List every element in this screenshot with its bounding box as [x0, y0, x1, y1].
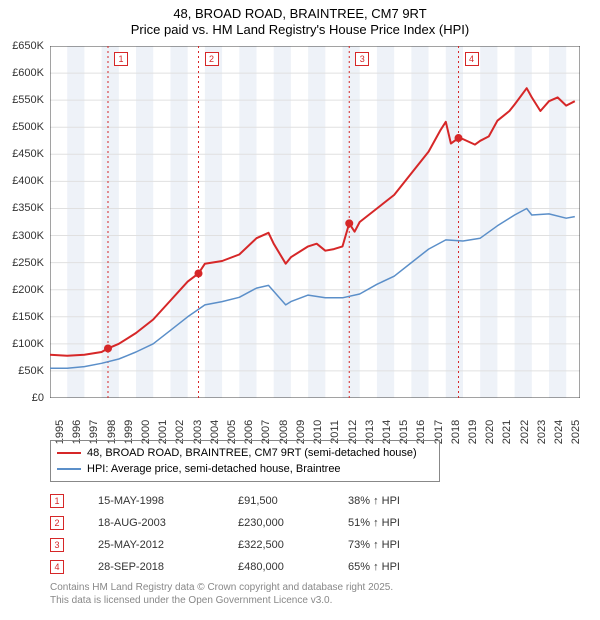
sale-index-box: 2: [50, 516, 64, 530]
sale-delta: 38% ↑ HPI: [348, 495, 468, 507]
sale-marker-1: 1: [114, 52, 128, 66]
legend-item: 48, BROAD ROAD, BRAINTREE, CM7 9RT (semi…: [57, 445, 433, 461]
y-tick: £0: [32, 392, 44, 404]
sale-delta: 51% ↑ HPI: [348, 517, 468, 529]
sale-row: 2 18-AUG-2003 £230,000 51% ↑ HPI: [50, 512, 550, 534]
y-tick: £200K: [12, 284, 44, 296]
x-tick: 2025: [570, 420, 582, 444]
title-line-2: Price paid vs. HM Land Registry's House …: [0, 22, 600, 38]
sale-index-box: 1: [50, 494, 64, 508]
sale-delta: 65% ↑ HPI: [348, 561, 468, 573]
sale-index-box: 4: [50, 560, 64, 574]
sale-marker-3: 3: [355, 52, 369, 66]
footer: Contains HM Land Registry data © Crown c…: [50, 582, 570, 607]
legend-swatch: [57, 468, 81, 470]
legend: 48, BROAD ROAD, BRAINTREE, CM7 9RT (semi…: [50, 440, 440, 482]
sale-price: £91,500: [238, 495, 338, 507]
sale-row: 4 28-SEP-2018 £480,000 65% ↑ HPI: [50, 556, 550, 578]
sale-marker-2: 2: [205, 52, 219, 66]
sale-row: 3 25-MAY-2012 £322,500 73% ↑ HPI: [50, 534, 550, 556]
legend-label: 48, BROAD ROAD, BRAINTREE, CM7 9RT (semi…: [87, 447, 417, 459]
legend-item: HPI: Average price, semi-detached house,…: [57, 461, 433, 477]
sale-index-box: 3: [50, 538, 64, 552]
x-tick: 2023: [536, 420, 548, 444]
chart-container: 48, BROAD ROAD, BRAINTREE, CM7 9RT Price…: [0, 0, 600, 620]
x-tick: 2019: [467, 420, 479, 444]
y-tick: £650K: [12, 40, 44, 52]
y-tick: £600K: [12, 67, 44, 79]
y-tick: £250K: [12, 257, 44, 269]
sale-date: 15-MAY-1998: [98, 495, 228, 507]
sale-row: 1 15-MAY-1998 £91,500 38% ↑ HPI: [50, 490, 550, 512]
sale-price: £480,000: [238, 561, 338, 573]
y-tick: £300K: [12, 230, 44, 242]
sale-date: 28-SEP-2018: [98, 561, 228, 573]
sale-delta: 73% ↑ HPI: [348, 539, 468, 551]
y-tick: £350K: [12, 202, 44, 214]
x-tick: 2024: [553, 420, 565, 444]
x-tick: 2020: [484, 420, 496, 444]
plot-area: 1 2 3 4: [50, 46, 580, 398]
title-line-1: 48, BROAD ROAD, BRAINTREE, CM7 9RT: [0, 6, 600, 22]
y-tick: £400K: [12, 175, 44, 187]
footer-line-1: Contains HM Land Registry data © Crown c…: [50, 582, 570, 595]
y-tick: £500K: [12, 121, 44, 133]
legend-swatch: [57, 452, 81, 454]
x-tick: 2022: [519, 420, 531, 444]
y-tick: £450K: [12, 148, 44, 160]
y-tick: £50K: [18, 365, 44, 377]
x-tick: 2021: [501, 420, 513, 444]
legend-label: HPI: Average price, semi-detached house,…: [87, 463, 341, 475]
y-tick: £150K: [12, 311, 44, 323]
footer-line-2: This data is licensed under the Open Gov…: [50, 595, 570, 608]
x-tick: 2018: [450, 420, 462, 444]
sale-date: 25-MAY-2012: [98, 539, 228, 551]
sale-price: £230,000: [238, 517, 338, 529]
y-tick: £100K: [12, 338, 44, 350]
sale-price: £322,500: [238, 539, 338, 551]
plot-svg: [50, 46, 580, 398]
y-tick: £550K: [12, 94, 44, 106]
y-axis: £0£50K£100K£150K£200K£250K£300K£350K£400…: [0, 46, 48, 398]
sale-date: 18-AUG-2003: [98, 517, 228, 529]
sale-marker-4: 4: [465, 52, 479, 66]
x-axis: 1995199619971998199920002001200220032004…: [50, 400, 580, 436]
sales-table: 1 15-MAY-1998 £91,500 38% ↑ HPI 2 18-AUG-2003…: [50, 490, 550, 578]
title-block: 48, BROAD ROAD, BRAINTREE, CM7 9RT Price…: [0, 0, 600, 39]
